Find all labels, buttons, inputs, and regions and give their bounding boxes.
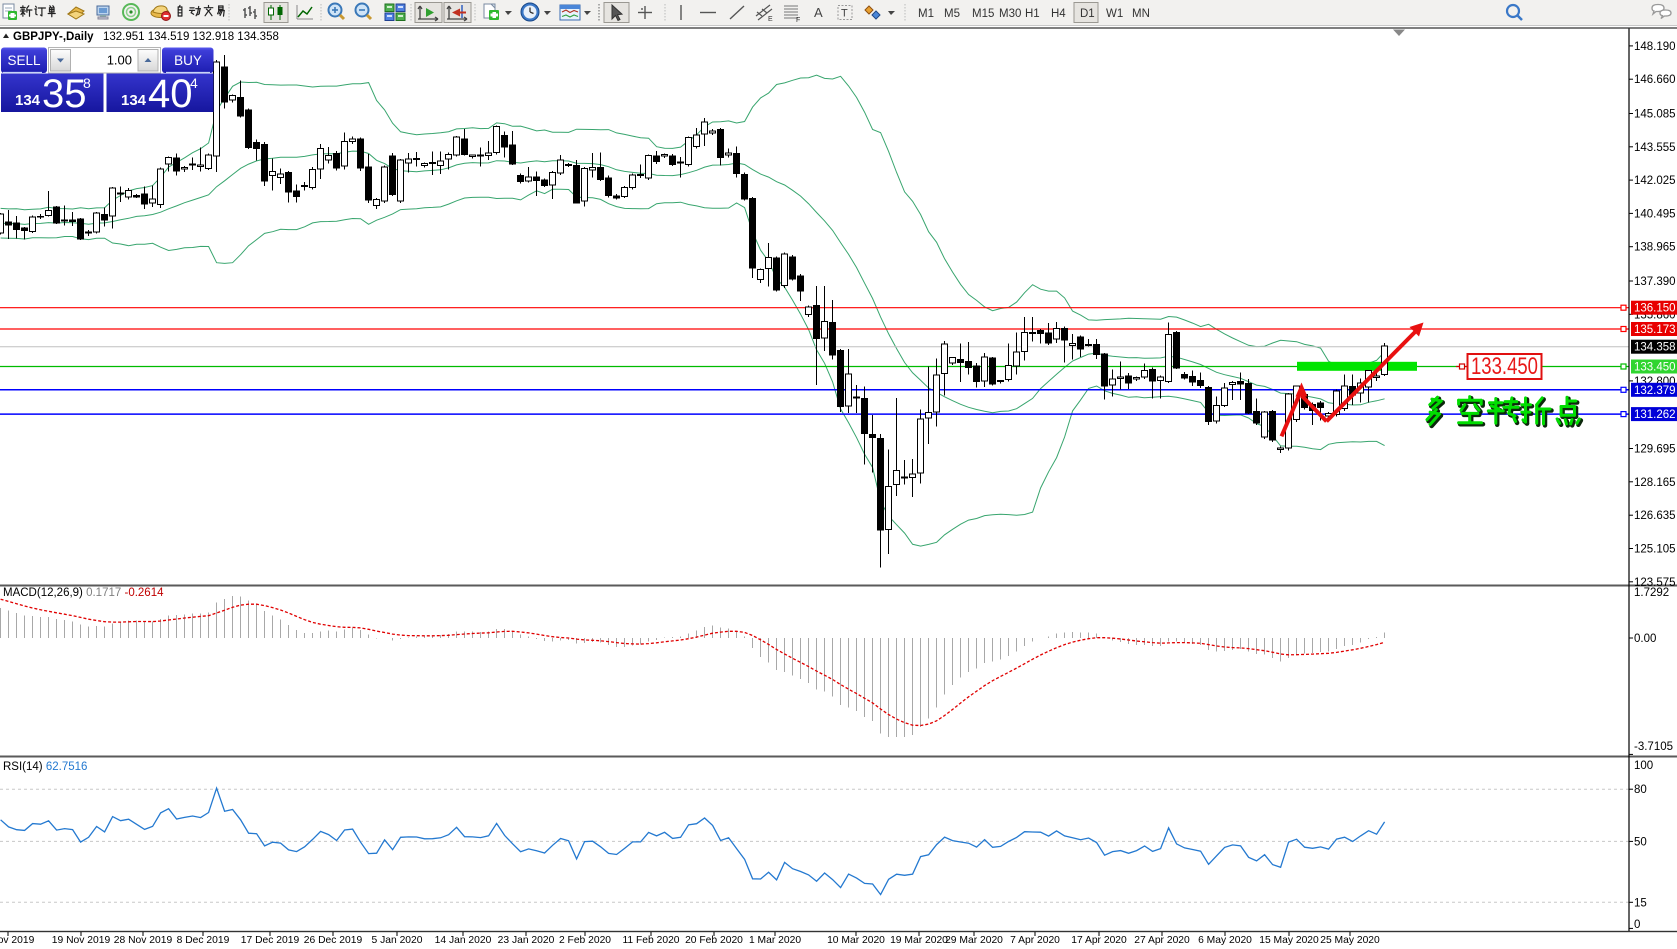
svg-text:133.450: 133.450 xyxy=(1634,362,1676,374)
svg-text:145.085: 145.085 xyxy=(1634,109,1676,121)
svg-text:4: 4 xyxy=(190,75,198,91)
svg-text:35: 35 xyxy=(42,72,87,116)
svg-text:17 Dec 2019: 17 Dec 2019 xyxy=(241,935,300,946)
svg-text:8 Dec 2019: 8 Dec 2019 xyxy=(177,935,230,946)
svg-text:10 Mar 2020: 10 Mar 2020 xyxy=(827,935,885,946)
svg-text:80: 80 xyxy=(1634,784,1647,796)
svg-text:0: 0 xyxy=(1634,919,1640,931)
svg-text:50: 50 xyxy=(1634,836,1647,848)
svg-text:137.390: 137.390 xyxy=(1634,276,1676,288)
svg-text:0.00: 0.00 xyxy=(1634,633,1656,645)
svg-text:MN: MN xyxy=(1132,8,1150,20)
svg-text:142.025: 142.025 xyxy=(1634,175,1676,187)
svg-text:M30: M30 xyxy=(999,8,1021,20)
svg-text:MACD(12,26,9) 0.1717 -0.2614: MACD(12,26,9) 0.1717 -0.2614 xyxy=(3,587,164,599)
svg-text:25 May 2020: 25 May 2020 xyxy=(1320,935,1380,946)
svg-text:RSI(14) 62.7516: RSI(14) 62.7516 xyxy=(3,761,87,773)
svg-text:26 Dec 2019: 26 Dec 2019 xyxy=(304,935,363,946)
svg-text:9 Nov 2019: 9 Nov 2019 xyxy=(0,935,35,946)
svg-text:20 Feb 2020: 20 Feb 2020 xyxy=(685,935,743,946)
svg-text:W1: W1 xyxy=(1106,8,1123,20)
svg-text:M5: M5 xyxy=(944,8,960,20)
svg-text:131.262: 131.262 xyxy=(1634,409,1676,421)
svg-text:138.965: 138.965 xyxy=(1634,242,1676,254)
svg-text:E: E xyxy=(768,16,773,23)
svg-text:136.150: 136.150 xyxy=(1634,303,1676,315)
svg-text:D1: D1 xyxy=(1080,8,1095,20)
svg-text:A: A xyxy=(814,5,823,20)
svg-text:SELL: SELL xyxy=(7,53,41,68)
svg-text:F: F xyxy=(796,17,800,24)
svg-text:11 Feb 2020: 11 Feb 2020 xyxy=(622,935,679,946)
svg-text:40: 40 xyxy=(148,72,193,116)
svg-text:1.7292: 1.7292 xyxy=(1634,587,1669,599)
svg-text:100: 100 xyxy=(1634,760,1653,772)
svg-text:123.575: 123.575 xyxy=(1634,577,1676,589)
svg-text:8: 8 xyxy=(83,75,91,91)
svg-text:125.105: 125.105 xyxy=(1634,544,1676,556)
svg-text:2 Feb 2020: 2 Feb 2020 xyxy=(559,935,611,946)
svg-text:29 Mar 2020: 29 Mar 2020 xyxy=(945,935,1003,946)
svg-text:133.450: 133.450 xyxy=(1471,353,1538,380)
svg-text:7 Apr 2020: 7 Apr 2020 xyxy=(1010,935,1060,946)
svg-text:BUY: BUY xyxy=(174,53,202,68)
svg-text:GBPJPY-,Daily: GBPJPY-,Daily xyxy=(13,31,94,43)
svg-text:134: 134 xyxy=(121,92,147,109)
svg-text:M1: M1 xyxy=(918,8,934,20)
svg-text:H1: H1 xyxy=(1025,8,1040,20)
svg-text:15 May 2020: 15 May 2020 xyxy=(1259,935,1319,946)
svg-text:23 Jan 2020: 23 Jan 2020 xyxy=(498,935,555,946)
svg-text:132.951 134.519 132.918 134.35: 132.951 134.519 132.918 134.358 xyxy=(103,31,279,43)
svg-text:6 May 2020: 6 May 2020 xyxy=(1198,935,1252,946)
svg-text:1.00: 1.00 xyxy=(107,53,132,68)
svg-text:-3.7105: -3.7105 xyxy=(1634,741,1673,753)
svg-text:5 Jan 2020: 5 Jan 2020 xyxy=(372,935,423,946)
svg-text:134.358: 134.358 xyxy=(1634,342,1676,354)
svg-text:129.695: 129.695 xyxy=(1634,444,1676,456)
svg-text:M15: M15 xyxy=(972,8,994,20)
svg-text:135.173: 135.173 xyxy=(1634,324,1676,336)
svg-text:T: T xyxy=(841,8,848,20)
svg-text:15: 15 xyxy=(1634,897,1647,909)
svg-text:143.555: 143.555 xyxy=(1634,142,1676,154)
svg-text:28 Nov 2019: 28 Nov 2019 xyxy=(114,935,173,946)
svg-text:19 Nov 2019: 19 Nov 2019 xyxy=(52,935,111,946)
svg-text:134: 134 xyxy=(15,92,41,109)
svg-text:140.495: 140.495 xyxy=(1634,208,1676,220)
svg-text:126.635: 126.635 xyxy=(1634,510,1676,522)
svg-text:132.379: 132.379 xyxy=(1634,385,1676,397)
svg-text:17 Apr 2020: 17 Apr 2020 xyxy=(1071,935,1127,946)
svg-text:1 Mar 2020: 1 Mar 2020 xyxy=(749,935,801,946)
svg-text:H4: H4 xyxy=(1051,8,1066,20)
svg-text:146.660: 146.660 xyxy=(1634,74,1676,86)
svg-text:128.165: 128.165 xyxy=(1634,477,1676,489)
svg-text:14 Jan 2020: 14 Jan 2020 xyxy=(435,935,492,946)
svg-text:148.190: 148.190 xyxy=(1634,41,1676,53)
svg-text:19 Mar 2020: 19 Mar 2020 xyxy=(890,935,948,946)
svg-text:27 Apr 2020: 27 Apr 2020 xyxy=(1134,935,1190,946)
